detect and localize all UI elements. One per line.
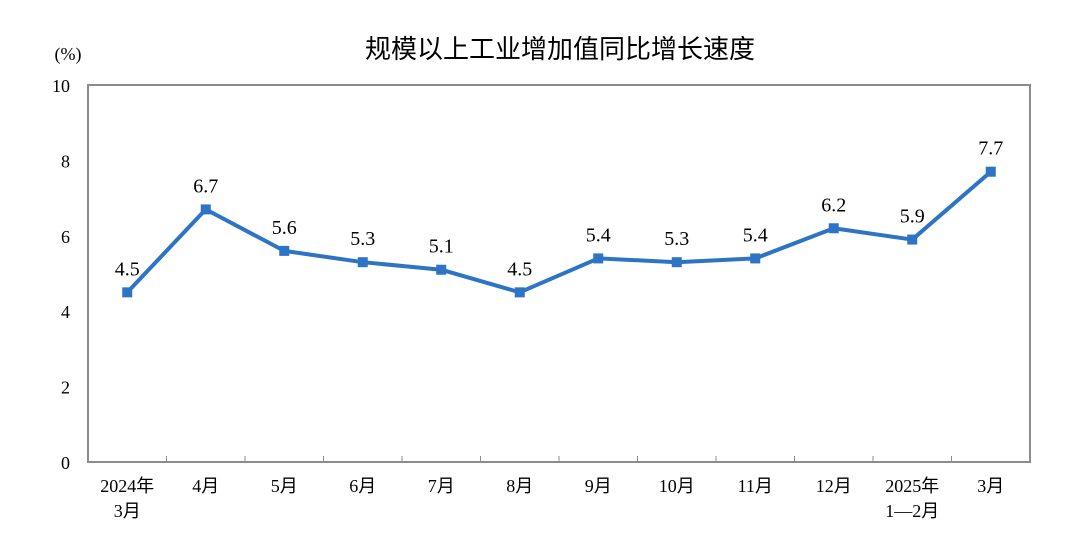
- data-point-marker: [200, 204, 211, 215]
- x-tick-label: 5月: [271, 476, 298, 496]
- data-label: 6.2: [821, 194, 846, 216]
- x-tick-label: 3月: [114, 501, 141, 521]
- x-tick-label: 12月: [816, 476, 852, 496]
- x-tick-label: 11月: [738, 476, 773, 496]
- x-tick-label: 1—2月: [885, 501, 939, 521]
- data-point-marker: [357, 257, 368, 268]
- data-point-marker: [122, 287, 133, 298]
- y-tick-label: 2: [61, 378, 70, 398]
- x-tick-label: 9月: [585, 476, 612, 496]
- y-tick-label: 8: [61, 151, 70, 171]
- x-tick-label: 2025年: [885, 476, 939, 496]
- data-point-marker: [671, 257, 682, 268]
- x-tick-label: 2024年: [100, 476, 154, 496]
- data-label: 5.4: [743, 224, 768, 246]
- series-line: [125, 170, 993, 295]
- y-tick-label: 6: [61, 227, 70, 247]
- data-point-marker: [436, 264, 447, 275]
- chart-title: 规模以上工业增加值同比增长速度: [365, 35, 755, 65]
- data-point-marker: [279, 245, 290, 256]
- data-label: 5.3: [350, 228, 375, 250]
- data-label: 5.1: [429, 236, 454, 258]
- data-label: 5.6: [272, 217, 297, 239]
- x-tick-label: 10月: [659, 476, 695, 496]
- data-point-marker: [828, 223, 839, 234]
- data-label: 6.7: [193, 175, 218, 197]
- data-label: 5.3: [664, 228, 689, 250]
- x-tick-label: 6月: [349, 476, 376, 496]
- x-tick-label: 8月: [506, 476, 533, 496]
- x-tick-label: 4月: [192, 476, 219, 496]
- data-point-marker: [593, 253, 604, 264]
- y-tick-label: 10: [52, 76, 70, 96]
- x-tick-label: 3月: [977, 476, 1004, 496]
- y-tick-label: 0: [61, 453, 70, 473]
- data-label: 5.4: [586, 224, 611, 246]
- x-tick-label: 7月: [428, 476, 455, 496]
- data-point-marker: [907, 234, 918, 245]
- data-label: 4.5: [115, 258, 140, 280]
- data-point-marker: [750, 253, 761, 264]
- data-label: 7.7: [978, 138, 1003, 160]
- y-axis-unit: (%): [55, 44, 82, 65]
- data-point-marker: [985, 166, 996, 177]
- y-tick-label: 4: [61, 302, 70, 322]
- data-label: 5.9: [900, 206, 925, 228]
- data-point-marker: [514, 287, 525, 298]
- data-label: 4.5: [507, 258, 532, 280]
